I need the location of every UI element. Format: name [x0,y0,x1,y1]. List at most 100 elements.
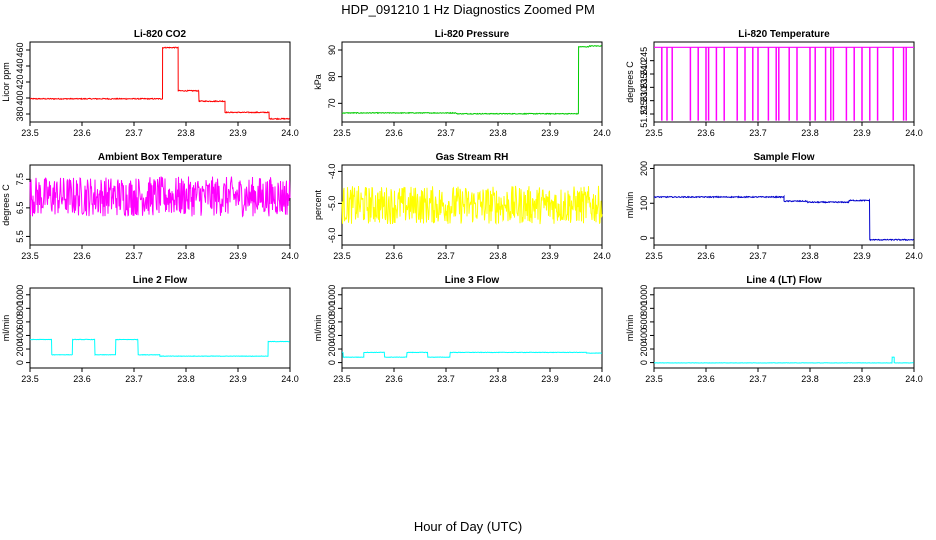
y-tick-label: 51.240 [639,60,649,88]
x-tick-label: 23.6 [385,374,403,384]
data-series [341,44,602,115]
x-tick-label: 23.8 [177,374,195,384]
y-tick-label: 90 [327,45,337,55]
y-tick-label: 1000 [327,285,337,305]
x-tick-label: 23.8 [177,251,195,261]
x-tick-label: 23.7 [749,251,767,261]
series-line [341,351,602,359]
panel-3: Ambient Box Temperature 23.5 23.6 23.7 23.8 2… [1,152,299,261]
y-tick-label: 400 [327,328,337,343]
panel-6: Line 2 Flow 23.5 23.6 23.7 23.8 23.9 24.0 0 2004… [1,275,299,384]
y-tick-label: -4.0 [327,164,337,180]
y-axis-label: Licor ppm [1,62,11,102]
y-tick-label: -5.0 [327,196,337,212]
x-tick-label: 24.0 [281,251,299,261]
data-series [29,46,290,121]
x-tick-label: 23.5 [333,128,351,138]
y-tick-label: -6.0 [327,228,337,244]
y-tick-label: 70 [327,98,337,108]
panel-title: Ambient Box Temperature [98,152,223,163]
panel-title: Li-820 Pressure [435,29,510,40]
data-series [341,185,603,225]
x-tick-label: 24.0 [593,374,611,384]
panel-title: Gas Stream RH [436,152,509,163]
y-axis-label: ml/min [625,315,635,342]
y-tick-label: 51.235 [639,74,649,102]
x-tick-label: 23.8 [801,251,819,261]
plot-frame [341,41,603,123]
plot-frame [29,287,291,369]
y-tick-label: 0 [327,360,337,365]
x-tick-label: 23.7 [125,374,143,384]
y-tick-label: 440 [15,58,25,73]
y-tick-label: 400 [15,328,25,343]
y-axis-label: percent [313,189,323,220]
x-tick-label: 23.7 [749,374,767,384]
y-tick-label: 51.225 [639,100,649,128]
y-axis-label: degrees C [625,61,635,103]
x-tick-label: 23.8 [177,128,195,138]
y-tick-label: 800 [639,301,649,316]
y-tick-label: 0 [639,360,649,365]
series-line [654,356,914,364]
panel-4: Gas Stream RH 23.5 23.6 23.7 23.8 23.9 24.0 -6.… [313,152,611,261]
y-tick-label: 400 [15,90,25,105]
x-tick-label: 23.8 [801,128,819,138]
x-tick-label: 23.7 [437,374,455,384]
x-tick-label: 23.6 [697,374,715,384]
data-series [653,194,914,242]
x-tick-label: 23.5 [645,251,663,261]
plot-frame [653,164,915,246]
y-tick-label: 7.5 [15,173,25,186]
x-tick-label: 23.7 [749,128,767,138]
panel-2: Li-820 Temperature 23.5 23.6 23.7 23.8 23.9 24… [625,29,923,138]
x-tick-label: 23.7 [437,251,455,261]
x-tick-label: 23.6 [385,251,403,261]
x-tick-label: 23.5 [21,374,39,384]
series-line [29,176,291,218]
y-tick-label: 1000 [15,285,25,305]
x-tick-label: 23.9 [229,374,247,384]
plot-frame [29,41,291,123]
panel-0: Li-820 CO2 23.5 23.6 23.7 23.8 23.9 24.0 380400… [1,29,299,138]
panel-title: Line 2 Flow [133,275,188,286]
plot-frame [341,287,603,369]
y-tick-label: 80 [327,72,337,82]
y-tick-label: 420 [15,74,25,89]
y-axis-label: ml/min [1,315,11,342]
x-tick-label: 23.6 [697,128,715,138]
x-tick-label: 23.9 [541,251,559,261]
x-tick-label: 23.7 [125,251,143,261]
y-axis-label: ml/min [313,315,323,342]
series-line [653,194,914,242]
panel-1: Li-820 Pressure 23.5 23.6 23.7 23.8 23.9 24.0 7… [313,29,611,138]
x-tick-label: 23.5 [333,251,351,261]
y-tick-label: 460 [15,42,25,57]
y-tick-label: 200 [639,161,649,176]
x-tick-label: 23.8 [801,374,819,384]
x-tick-label: 23.9 [853,251,871,261]
plot-frame [653,287,915,369]
x-tick-label: 23.7 [125,128,143,138]
y-tick-label: 600 [327,314,337,329]
x-tick-label: 24.0 [905,128,923,138]
y-tick-label: 600 [15,314,25,329]
panel-5: Sample Flow 23.5 23.6 23.7 23.8 23.9 24.0 0 100 2… [625,152,923,261]
y-tick-label: 380 [15,106,25,121]
data-series [29,176,291,218]
y-tick-label: 51.245 [639,47,649,75]
x-tick-label: 24.0 [593,128,611,138]
x-tick-label: 23.7 [437,128,455,138]
panel-title: Line 4 (LT) Flow [746,275,822,286]
y-tick-label: 6.5 [15,202,25,215]
x-tick-label: 24.0 [905,251,923,261]
y-tick-label: 5.5 [15,230,25,243]
x-tick-label: 23.8 [489,128,507,138]
x-tick-label: 23.9 [853,374,871,384]
x-tick-label: 24.0 [281,128,299,138]
x-tick-label: 23.8 [489,374,507,384]
x-tick-label: 23.5 [21,128,39,138]
y-tick-label: 800 [15,301,25,316]
